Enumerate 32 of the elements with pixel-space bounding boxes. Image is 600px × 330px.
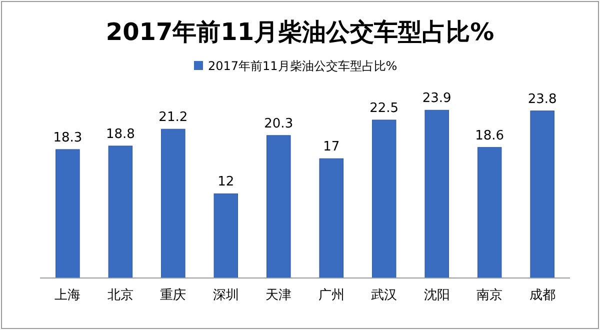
x-tick-label: 沈阳 (424, 287, 450, 302)
x-tick-label: 成都 (529, 287, 556, 302)
x-tick-label: 北京 (107, 287, 134, 302)
bar (108, 146, 133, 278)
x-tick-label: 重庆 (160, 287, 186, 302)
legend-label: 2017年前11月柴油公交车型占比% (208, 59, 398, 73)
x-tick-label: 上海 (54, 287, 81, 302)
x-tick-label: 武汉 (371, 287, 398, 302)
data-label: 20.3 (264, 116, 294, 132)
bar (372, 120, 396, 278)
x-tick-label: 深圳 (212, 287, 239, 302)
data-label: 18.6 (475, 128, 504, 144)
bar (477, 147, 502, 278)
data-label: 23.9 (422, 91, 452, 106)
bar (266, 135, 291, 278)
x-tick-label: 南京 (476, 287, 503, 302)
data-label: 17 (323, 140, 340, 155)
data-label: 12 (218, 174, 234, 190)
chart-title: 2017年前11月柴油公交车型占比% (106, 18, 494, 46)
data-label: 23.8 (528, 92, 557, 107)
bar (214, 193, 238, 278)
data-label: 22.5 (370, 100, 399, 116)
bar (56, 149, 80, 278)
data-label: 21.2 (158, 110, 188, 126)
data-label: 18.8 (106, 126, 135, 142)
bar (424, 110, 449, 278)
bar (161, 128, 186, 278)
x-tick-label: 广州 (318, 287, 344, 302)
x-tick-label: 天津 (266, 287, 292, 302)
bar (319, 158, 344, 278)
data-label: 18.3 (53, 130, 82, 146)
bar (530, 110, 554, 278)
